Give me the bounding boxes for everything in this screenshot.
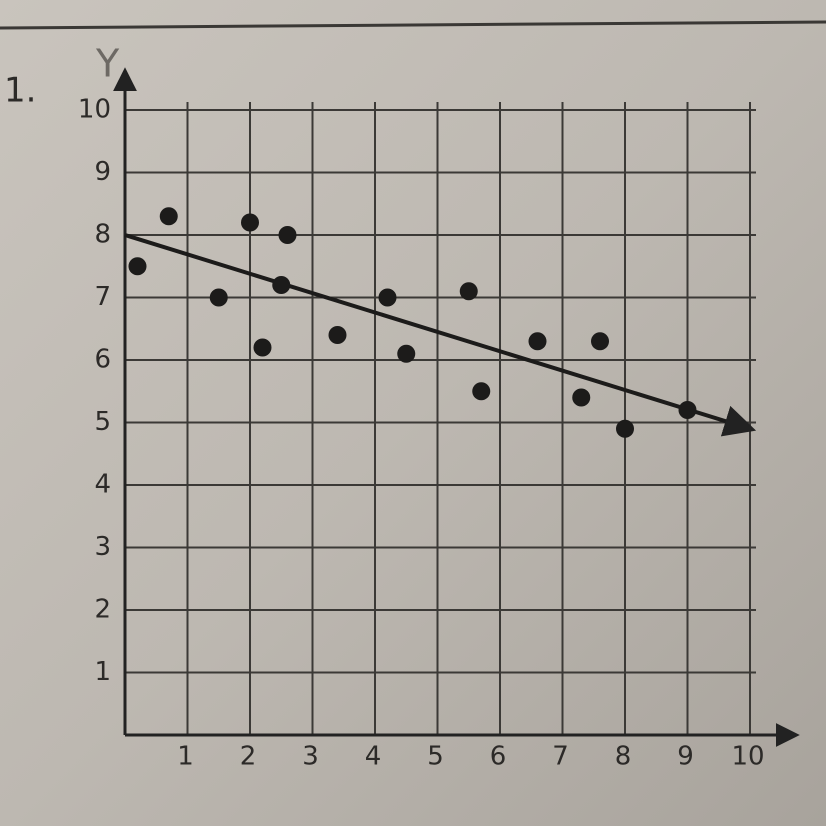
y-tick-label: 7 — [94, 282, 111, 312]
y-tick-label: 2 — [94, 595, 111, 625]
trend-line — [124, 233, 757, 437]
page-rule — [0, 20, 826, 30]
x-tick-label: 8 — [615, 742, 632, 772]
data-point — [328, 326, 347, 344]
x-tick-label: 6 — [490, 742, 507, 772]
data-point — [278, 226, 297, 244]
x-tick-label: 4 — [365, 742, 382, 772]
y-axis-label: Y — [95, 42, 120, 86]
y-tick-label: 6 — [94, 345, 111, 375]
problem-number: 1. — [4, 71, 36, 111]
x-tick-label: 5 — [427, 742, 444, 772]
data-point — [591, 332, 609, 351]
data-point — [209, 288, 228, 307]
data-point — [472, 382, 491, 401]
x-tick-label: 2 — [240, 742, 257, 772]
data-point — [616, 419, 634, 438]
y-tick-label: 8 — [94, 220, 111, 250]
y-tick-label: 4 — [94, 470, 111, 500]
plot: 1 2 3 4 5 6 7 8 9 10 1 2 3 4 5 6 7 8 9 10 — [78, 67, 800, 772]
data-point — [159, 207, 178, 226]
y-tick-label: 10 — [78, 95, 111, 125]
data-point — [241, 213, 259, 232]
data-point — [678, 401, 697, 419]
data-point — [397, 344, 416, 363]
data-point — [128, 257, 147, 276]
x-tick-label: 9 — [677, 742, 694, 772]
x-tick-label: 1 — [177, 742, 194, 772]
data-point — [459, 282, 478, 301]
x-tick-label: 10 — [731, 742, 764, 772]
data-point — [253, 338, 272, 357]
y-tick-label: 5 — [94, 407, 111, 437]
data-point — [528, 332, 547, 351]
x-tick-label: 3 — [302, 742, 319, 772]
data-point — [378, 288, 397, 307]
data-point — [272, 276, 291, 294]
y-tick-label: 9 — [94, 157, 111, 187]
y-tick-label: 1 — [94, 657, 111, 687]
data-point — [572, 388, 591, 407]
x-tick-label: 7 — [552, 742, 569, 772]
y-tick-label: 3 — [94, 532, 111, 562]
